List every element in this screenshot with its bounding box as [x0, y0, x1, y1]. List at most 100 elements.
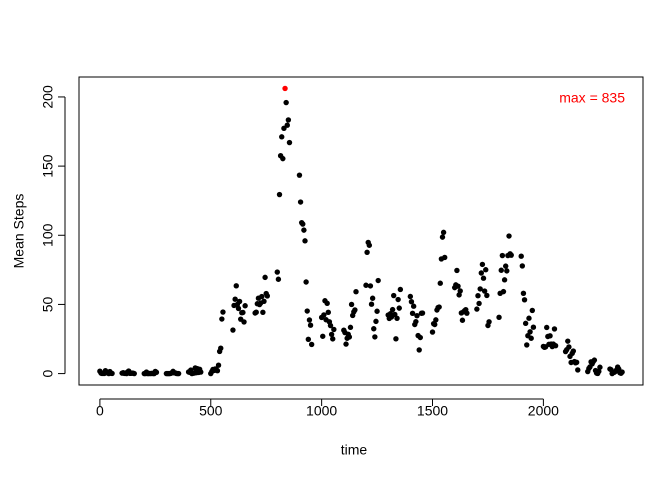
point	[274, 269, 280, 275]
point	[522, 320, 529, 327]
point	[259, 293, 265, 300]
point	[570, 348, 577, 354]
point	[331, 326, 337, 333]
point	[214, 367, 221, 374]
point	[389, 306, 396, 313]
point	[464, 310, 470, 316]
point	[366, 242, 373, 248]
point	[280, 155, 286, 162]
point	[261, 298, 267, 305]
point	[394, 315, 400, 322]
point	[619, 369, 625, 375]
x-tick-label: 1500	[417, 403, 448, 419]
point	[526, 315, 532, 321]
point	[519, 263, 526, 269]
point	[240, 309, 246, 316]
point	[321, 312, 327, 318]
point	[506, 233, 512, 239]
point	[419, 310, 426, 316]
point	[297, 199, 304, 205]
x-axis-title: time	[341, 442, 368, 458]
point	[373, 318, 379, 325]
point	[591, 357, 598, 363]
point	[284, 122, 290, 128]
point	[303, 279, 309, 285]
point	[175, 370, 182, 377]
point	[283, 99, 289, 106]
point	[442, 254, 448, 261]
point	[324, 300, 330, 307]
point	[230, 327, 236, 333]
y-tick-label: 150	[40, 154, 56, 178]
point	[480, 275, 487, 281]
point	[409, 310, 416, 317]
point	[131, 370, 137, 377]
point	[236, 298, 243, 305]
point	[518, 253, 524, 259]
point	[343, 341, 349, 347]
y-tick-label: 100	[40, 223, 56, 247]
point	[220, 309, 226, 315]
point	[566, 344, 572, 350]
y-tick-label: 200	[40, 85, 56, 109]
point	[233, 283, 239, 289]
point	[352, 307, 358, 313]
point	[508, 252, 514, 258]
point	[596, 368, 602, 375]
point	[429, 329, 436, 335]
point	[395, 296, 401, 303]
point	[597, 364, 603, 370]
point	[285, 117, 292, 123]
point	[527, 329, 533, 335]
point	[276, 191, 283, 198]
point	[521, 297, 528, 303]
point	[330, 336, 336, 342]
point	[279, 134, 285, 140]
point	[305, 336, 312, 342]
point	[374, 308, 380, 314]
point	[432, 321, 438, 328]
point	[372, 334, 378, 340]
point	[215, 362, 222, 368]
point	[363, 282, 369, 288]
point	[301, 227, 307, 233]
point	[306, 317, 313, 323]
point	[529, 307, 536, 314]
point	[417, 334, 424, 341]
y-tick-label: 50	[40, 296, 56, 312]
point	[551, 326, 558, 332]
point	[368, 301, 375, 307]
x-tick-label: 1000	[306, 403, 337, 419]
point	[484, 292, 490, 299]
point	[346, 334, 353, 340]
point	[347, 324, 354, 331]
point	[393, 336, 399, 342]
y-axis-title: Mean Steps	[11, 194, 27, 269]
point	[440, 229, 447, 236]
point	[475, 293, 481, 299]
point	[325, 309, 331, 316]
point	[235, 305, 242, 312]
point	[296, 172, 303, 178]
x-tick-label: 2000	[528, 403, 559, 419]
point	[528, 335, 534, 341]
point	[530, 324, 537, 330]
point	[455, 283, 461, 289]
point	[481, 288, 488, 294]
point	[327, 322, 334, 329]
point	[407, 293, 414, 300]
point	[397, 286, 404, 293]
point	[282, 85, 288, 92]
point	[286, 139, 293, 146]
plot-frame	[78, 76, 644, 386]
point	[439, 234, 446, 240]
point	[547, 333, 553, 339]
point	[433, 317, 439, 323]
point	[544, 324, 550, 331]
x-tick-label: 0	[96, 403, 104, 419]
y-tick-label: 0	[40, 369, 56, 377]
point	[575, 367, 581, 373]
point	[219, 316, 225, 322]
point	[414, 313, 420, 319]
